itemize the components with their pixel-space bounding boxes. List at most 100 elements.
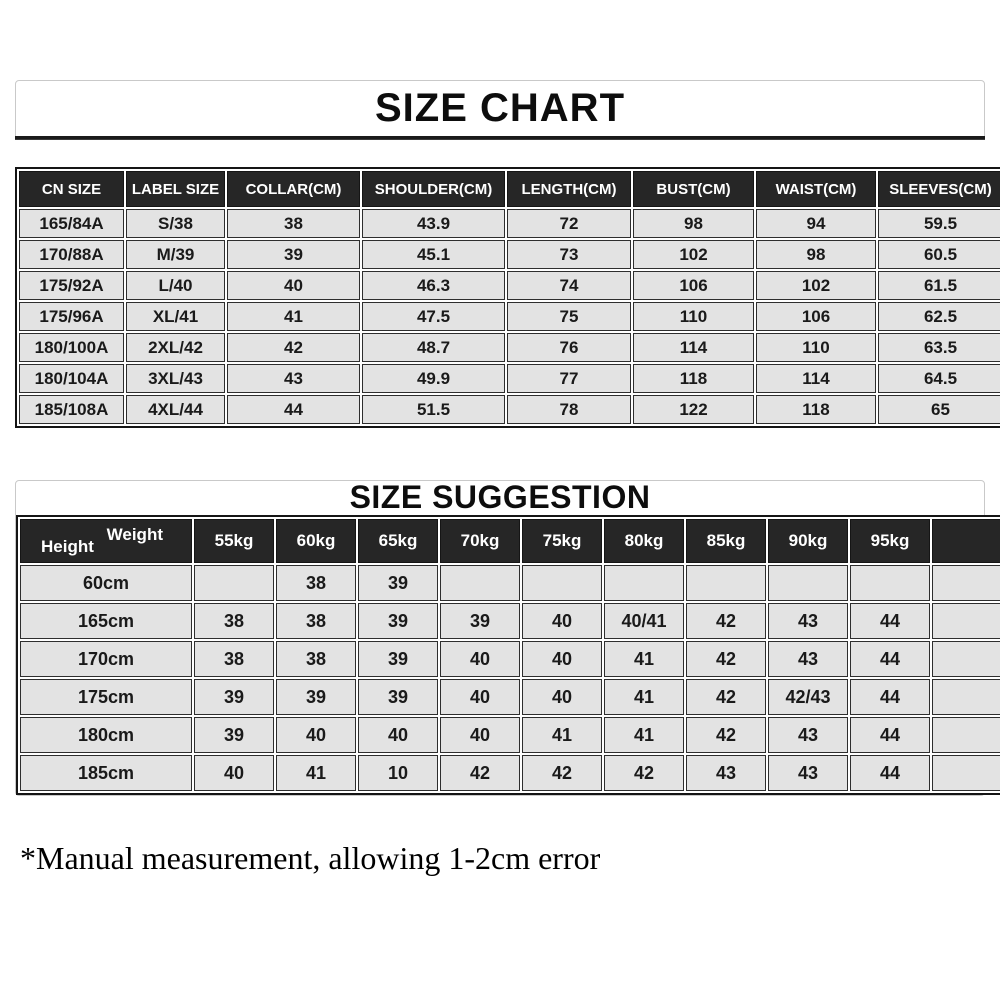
suggested-size-cell: 39 <box>276 679 356 715</box>
size-chart-col-header: LENGTH(CM) <box>507 171 631 207</box>
measurement-cell: 102 <box>756 271 876 300</box>
size-chart-row: 165/84A S/38 38 43.9 72 98 94 59.5 <box>19 209 1000 238</box>
measurement-cell: 38 <box>227 209 360 238</box>
size-chart-col-header: SLEEVES(CM) <box>878 171 1000 207</box>
cn-size-cell: 180/104A <box>19 364 124 393</box>
suggested-size-cell: 40 <box>194 755 274 791</box>
suggested-size-cell: 44 <box>850 603 930 639</box>
measurement-cell: 118 <box>633 364 754 393</box>
suggested-size-cell: 39 <box>194 679 274 715</box>
height-label-cell: 175cm <box>20 679 192 715</box>
suggested-size-cell: 40 <box>440 679 520 715</box>
measurement-cell: M/39 <box>126 240 225 269</box>
measurement-cell: 63.5 <box>878 333 1000 362</box>
measurement-cell: 77 <box>507 364 631 393</box>
suggested-size-cell: 40 <box>276 717 356 753</box>
height-label-cell: 185cm <box>20 755 192 791</box>
size-chart-col-header: LABEL SIZE <box>126 171 225 207</box>
size-chart-row: 170/88A M/39 39 45.1 73 102 98 60.5 <box>19 240 1000 269</box>
suggested-size-cell <box>932 717 1000 753</box>
measurement-cell: 3XL/43 <box>126 364 225 393</box>
measurement-cell: 60.5 <box>878 240 1000 269</box>
suggested-size-cell: 38 <box>276 603 356 639</box>
measurement-cell: 2XL/42 <box>126 333 225 362</box>
weight-col-header: 80kg <box>604 519 684 563</box>
suggested-size-cell <box>686 565 766 601</box>
double-rule <box>15 136 985 140</box>
size-suggestion-row: 170cm 38 38 39 40 40 41 42 43 44 <box>20 641 1000 677</box>
measurement-cell: 62.5 <box>878 302 1000 331</box>
measurement-cell: 64.5 <box>878 364 1000 393</box>
measurement-cell: 74 <box>507 271 631 300</box>
measurement-cell: XL/41 <box>126 302 225 331</box>
suggested-size-cell: 39 <box>358 565 438 601</box>
suggested-size-cell <box>604 565 684 601</box>
suggested-size-cell: 42/43 <box>768 679 848 715</box>
weight-col-header: 70kg <box>440 519 520 563</box>
measurement-cell: 43.9 <box>362 209 505 238</box>
size-chart-row: 175/96A XL/41 41 47.5 75 110 106 62.5 <box>19 302 1000 331</box>
measurement-cell: 40 <box>227 271 360 300</box>
weight-col-header: 90kg <box>768 519 848 563</box>
measurement-cell: 4XL/44 <box>126 395 225 424</box>
measurement-cell: L/40 <box>126 271 225 300</box>
measurement-cell: 39 <box>227 240 360 269</box>
size-chart-row: 175/92A L/40 40 46.3 74 106 102 61.5 <box>19 271 1000 300</box>
suggested-size-cell: 10 <box>358 755 438 791</box>
suggested-size-cell: 40 <box>522 679 602 715</box>
height-label-cell: 165cm <box>20 603 192 639</box>
size-suggestion-title: SIZE SUGGESTION <box>349 479 651 515</box>
measurement-cell: 122 <box>633 395 754 424</box>
suggested-size-cell: 40/41 <box>604 603 684 639</box>
suggested-size-cell <box>522 565 602 601</box>
measurement-cell: 78 <box>507 395 631 424</box>
suggested-size-cell: 42 <box>686 641 766 677</box>
weight-col-header: 85kg <box>686 519 766 563</box>
suggested-size-cell: 43 <box>768 641 848 677</box>
size-chart-table: CN SIZE LABEL SIZE COLLAR(CM) SHOULDER(CM) L… <box>15 167 1000 428</box>
measurement-cell: 47.5 <box>362 302 505 331</box>
measurement-cell: S/38 <box>126 209 225 238</box>
measurement-note: *Manual measurement, allowing 1-2cm erro… <box>20 840 601 876</box>
suggested-size-cell <box>194 565 274 601</box>
weight-col-header: 75kg <box>522 519 602 563</box>
measurement-cell: 46.3 <box>362 271 505 300</box>
suggested-size-cell <box>932 755 1000 791</box>
suggested-size-cell: 39 <box>358 641 438 677</box>
suggested-size-cell: 43 <box>768 755 848 791</box>
measurement-cell: 114 <box>633 333 754 362</box>
suggested-size-cell: 42 <box>522 755 602 791</box>
suggested-size-cell: 40 <box>440 717 520 753</box>
measurement-cell: 94 <box>756 209 876 238</box>
suggested-size-cell: 41 <box>276 755 356 791</box>
suggested-size-cell: 40 <box>358 717 438 753</box>
measurement-cell: 73 <box>507 240 631 269</box>
measurement-cell: 118 <box>756 395 876 424</box>
measurement-cell: 98 <box>633 209 754 238</box>
measurement-cell: 65 <box>878 395 1000 424</box>
size-chart-col-header: BUST(CM) <box>633 171 754 207</box>
suggested-size-cell: 44 <box>850 641 930 677</box>
measurement-cell: 49.9 <box>362 364 505 393</box>
corner-weight-label: Weight <box>106 525 163 544</box>
measurement-cell: 106 <box>756 302 876 331</box>
suggested-size-cell: 39 <box>358 679 438 715</box>
cn-size-cell: 175/92A <box>19 271 124 300</box>
suggested-size-cell: 42 <box>440 755 520 791</box>
suggested-size-cell: 38 <box>194 603 274 639</box>
size-chart-row: 180/100A 2XL/42 42 48.7 76 114 110 63.5 <box>19 333 1000 362</box>
suggested-size-cell: 39 <box>440 603 520 639</box>
measurement-cell: 45.1 <box>362 240 505 269</box>
measurement-cell: 102 <box>633 240 754 269</box>
height-label-cell: 60cm <box>20 565 192 601</box>
size-suggestion-row: 165cm 38 38 39 39 40 40/41 42 43 44 <box>20 603 1000 639</box>
cn-size-cell: 175/96A <box>19 302 124 331</box>
measurement-cell: 51.5 <box>362 395 505 424</box>
measurement-cell: 76 <box>507 333 631 362</box>
suggested-size-cell: 39 <box>358 603 438 639</box>
suggested-size-cell: 43 <box>686 755 766 791</box>
suggested-size-cell: 41 <box>522 717 602 753</box>
cn-size-cell: 185/108A <box>19 395 124 424</box>
suggested-size-cell: 42 <box>604 755 684 791</box>
empty-col-header <box>932 519 1000 563</box>
